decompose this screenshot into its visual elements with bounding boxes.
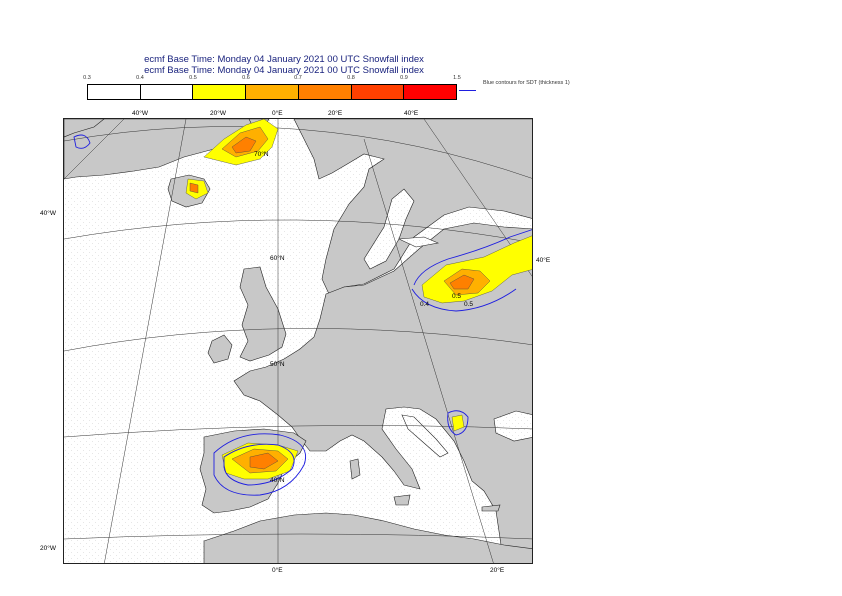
sdt-contour-greenland <box>73 134 91 149</box>
legend-tick-6: 0.9 <box>400 75 408 81</box>
legend-swatch-3 <box>246 85 299 99</box>
top-label-0e: 0°E <box>272 110 283 117</box>
legend-tick-4: 0.7 <box>294 75 302 81</box>
legend-tick-2: 0.5 <box>189 75 197 81</box>
lat-label-70n: 70°N <box>254 151 269 158</box>
lat-label-50n: 50°N <box>270 361 285 368</box>
meridian-20w <box>104 119 187 563</box>
meridian-40w <box>64 119 125 180</box>
sardinia <box>349 458 361 480</box>
top-label-40e: 40°E <box>404 110 419 117</box>
snow-area-iceland-orange <box>189 182 199 194</box>
contour-label-0: 0.5 <box>452 293 462 300</box>
snow-area-balkans-yellow <box>451 414 465 432</box>
snow-area-iberia-dark <box>249 452 279 470</box>
top-label-40w: 40°W <box>132 110 148 117</box>
sdt-note: Blue contours for SDT (thickness 1) <box>483 80 570 86</box>
bottom-label-0e: 0°E <box>272 567 283 574</box>
right-label-40e: 40°E <box>536 257 551 264</box>
legend-tick-3: 0.6 <box>242 75 250 81</box>
legend-tick-0: 0.3 <box>83 75 91 81</box>
parallel-60n <box>64 219 532 243</box>
title-line-1: ecmf Base Time: Monday 04 January 2021 0… <box>144 54 424 65</box>
parallel-70n <box>64 126 532 179</box>
legend-swatch-0 <box>88 85 141 99</box>
legend-swatch-4 <box>298 85 352 99</box>
contour-label-2: 0.4 <box>420 301 430 308</box>
legend-tick-7: 1.5 <box>453 75 461 81</box>
land-masses <box>64 119 532 563</box>
snow-area-north-dark <box>231 136 257 154</box>
legend-tick-5: 0.8 <box>347 75 355 81</box>
top-label-20e: 20°E <box>328 110 343 117</box>
color-legend <box>87 84 457 100</box>
canada-corner <box>64 119 105 138</box>
continental-europe <box>233 222 532 563</box>
parallel-50n <box>64 328 532 352</box>
scandinavia-russia <box>293 119 532 295</box>
lat-label-60n: 60°N <box>270 255 285 262</box>
crete <box>481 504 501 512</box>
map-canvas <box>64 119 532 563</box>
legend-swatch-2 <box>193 85 247 99</box>
sicily <box>393 494 411 506</box>
north-africa <box>203 512 532 563</box>
left-label-20w: 20°W <box>40 545 56 552</box>
sdt-contour-russia <box>411 229 532 312</box>
gulf-of-finland <box>397 236 440 248</box>
contour-label-1: 0.5 <box>464 301 474 308</box>
meridian-20e <box>363 138 494 563</box>
parallel-30n <box>64 533 532 540</box>
snow-area-russia-dark <box>449 274 475 290</box>
sdt-contour-iberia-outer <box>213 433 306 496</box>
lat-label-40n: 40°N <box>270 477 285 484</box>
title-line-2: ecmf Base Time: Monday 04 January 2021 0… <box>144 65 424 76</box>
left-label-40w: 40°W <box>40 210 56 217</box>
bottom-label-20e: 20°E <box>490 567 505 574</box>
parallel-40n <box>64 425 532 438</box>
sdt-contour-balkans <box>447 410 469 436</box>
legend-swatch-1 <box>140 85 194 99</box>
great-britain <box>239 266 287 362</box>
legend-swatch-5 <box>351 85 405 99</box>
black-sea <box>493 410 532 442</box>
sdt-contour-iberia-inner <box>223 443 295 486</box>
ireland <box>207 334 233 364</box>
baltic-sea <box>363 188 415 270</box>
top-label-20w: 20°W <box>210 110 226 117</box>
sdt-contours <box>73 134 532 496</box>
snowfall-index-areas <box>185 119 532 480</box>
map-panel: 70°N 60°N 50°N 40°N 0.5 0.5 0.4 <box>63 118 533 564</box>
legend-tick-1: 0.4 <box>136 75 144 81</box>
sdt-line-swatch <box>459 90 476 91</box>
legend-swatch-6 <box>404 85 457 99</box>
